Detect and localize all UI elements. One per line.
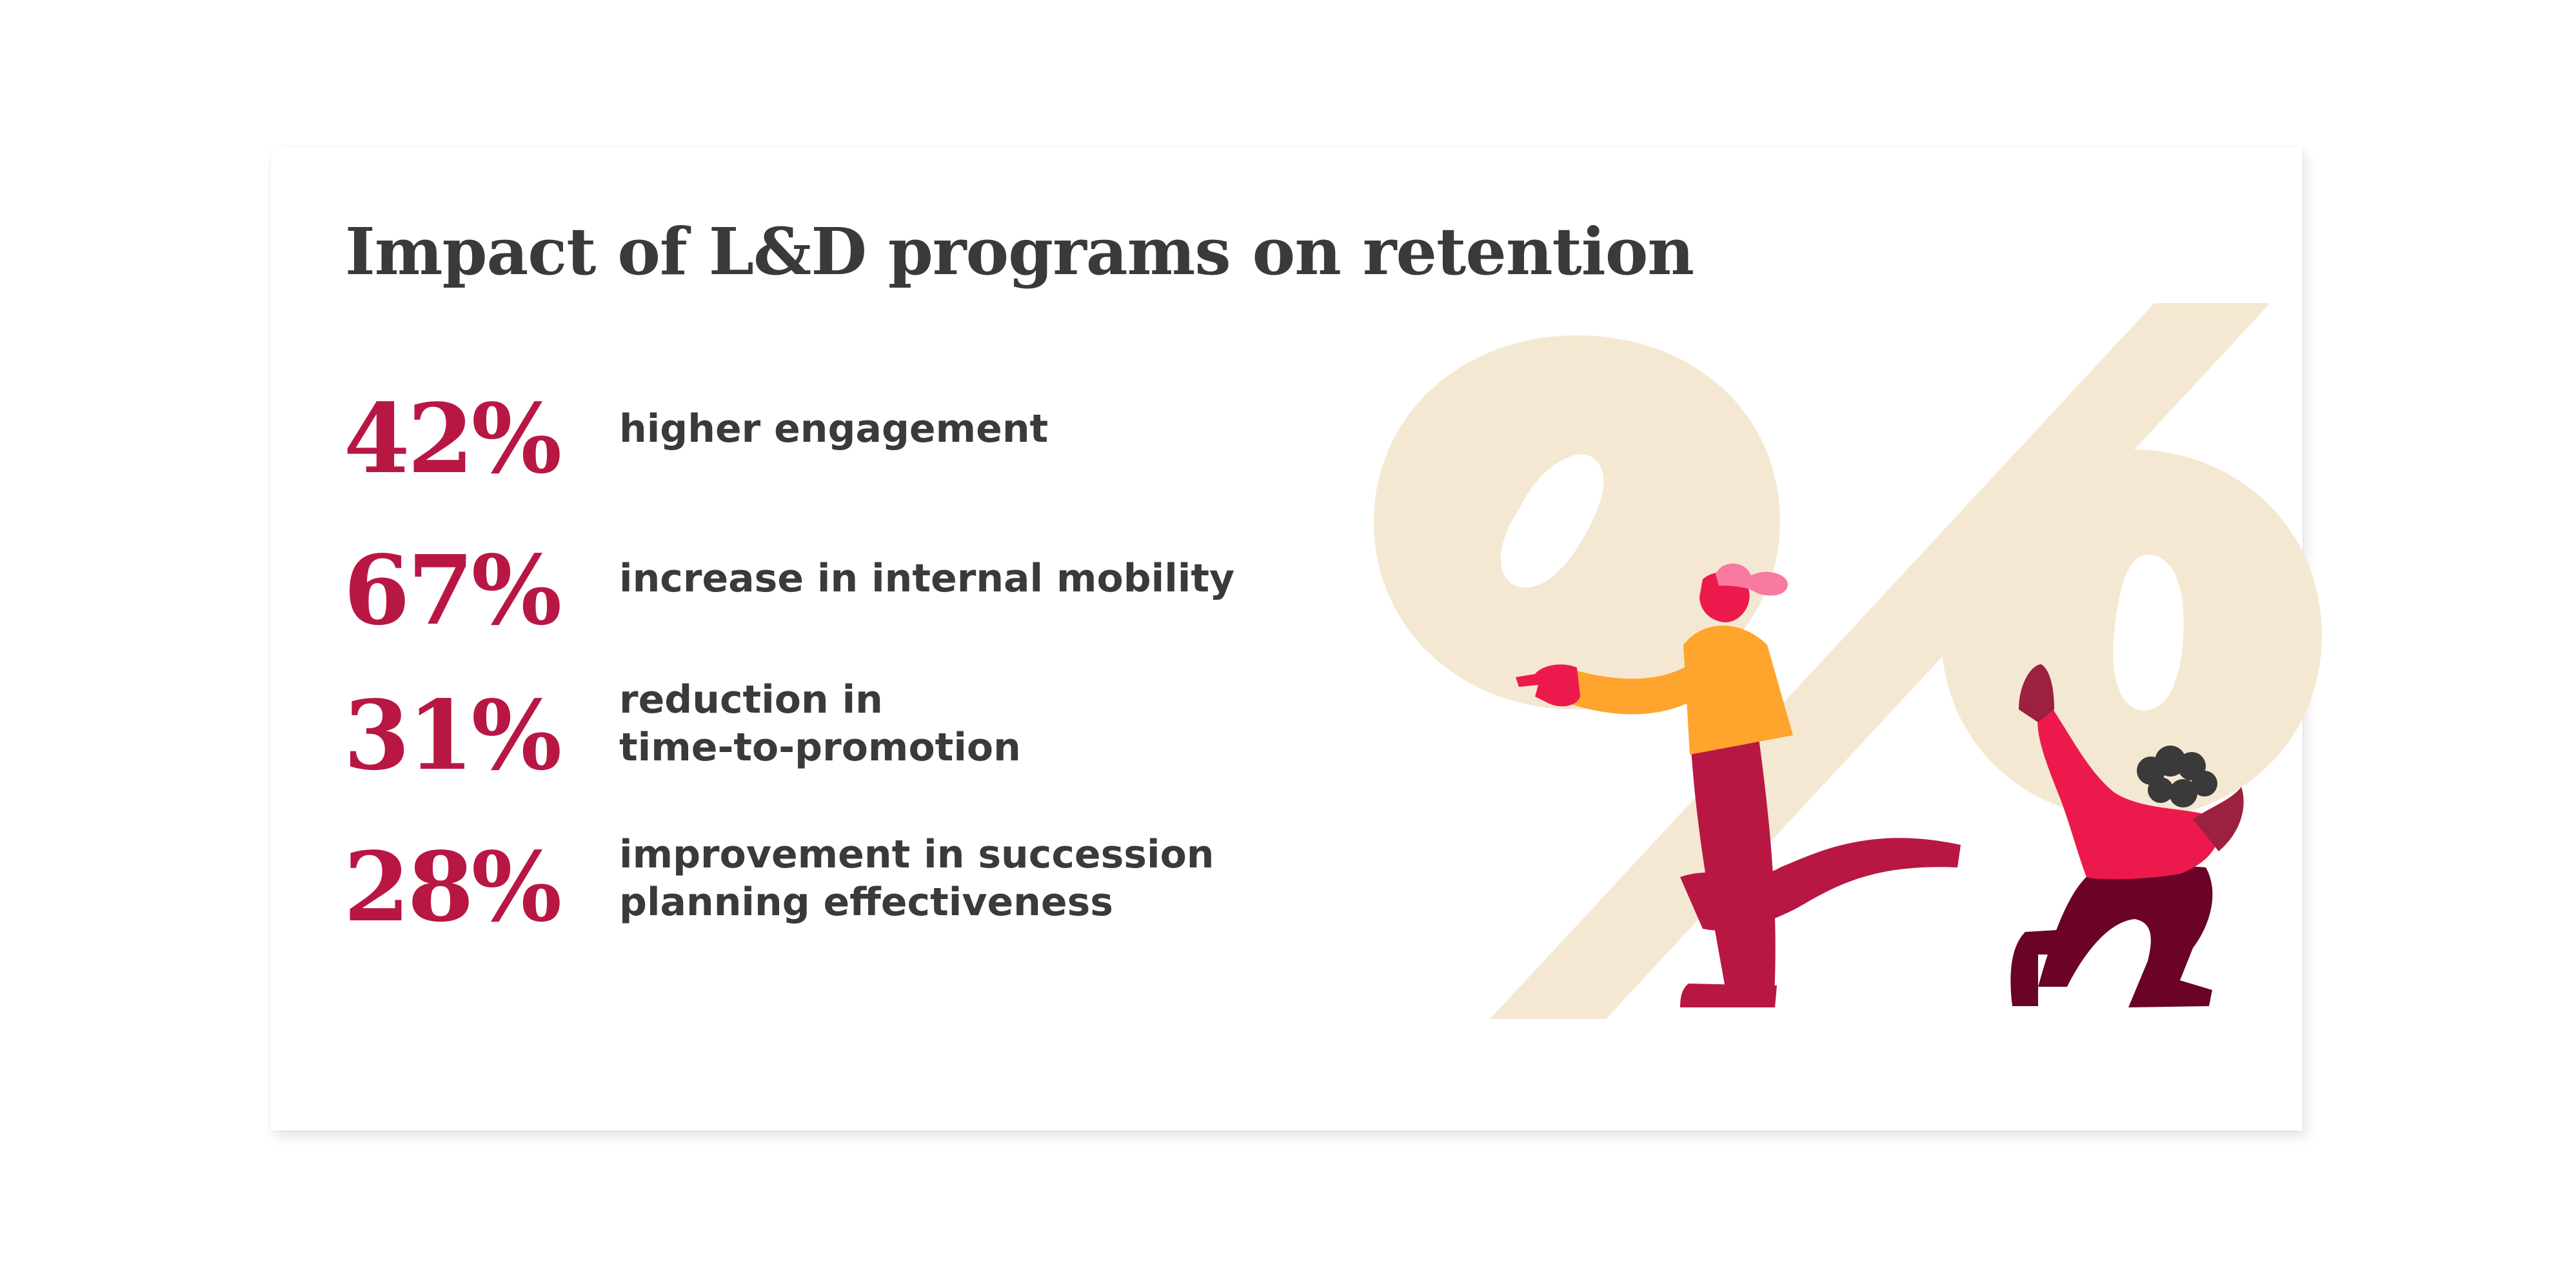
stat-value-mobility: 67% bbox=[343, 534, 562, 646]
standing-person-illustration bbox=[1516, 563, 1961, 1007]
kneeling-person-illustration bbox=[2010, 664, 2244, 1007]
stat-value-succession: 28% bbox=[343, 831, 562, 943]
percent-sign-icon bbox=[1374, 303, 2322, 1019]
stat-label-promotion: reduction in time-to-promotion bbox=[619, 677, 1021, 770]
stat-label-mobility: increase in internal mobility bbox=[619, 556, 1235, 601]
page-title: Impact of L&D programs on retention bbox=[345, 213, 1694, 290]
stat-label-succession: improvement in succession planning effec… bbox=[619, 832, 1214, 925]
stat-value-engagement: 42% bbox=[343, 382, 562, 495]
stat-label-engagement: higher engagement bbox=[619, 406, 1049, 451]
percent-sign-with-people-illustration bbox=[1374, 303, 2322, 1019]
stat-value-promotion: 31% bbox=[343, 679, 562, 791]
